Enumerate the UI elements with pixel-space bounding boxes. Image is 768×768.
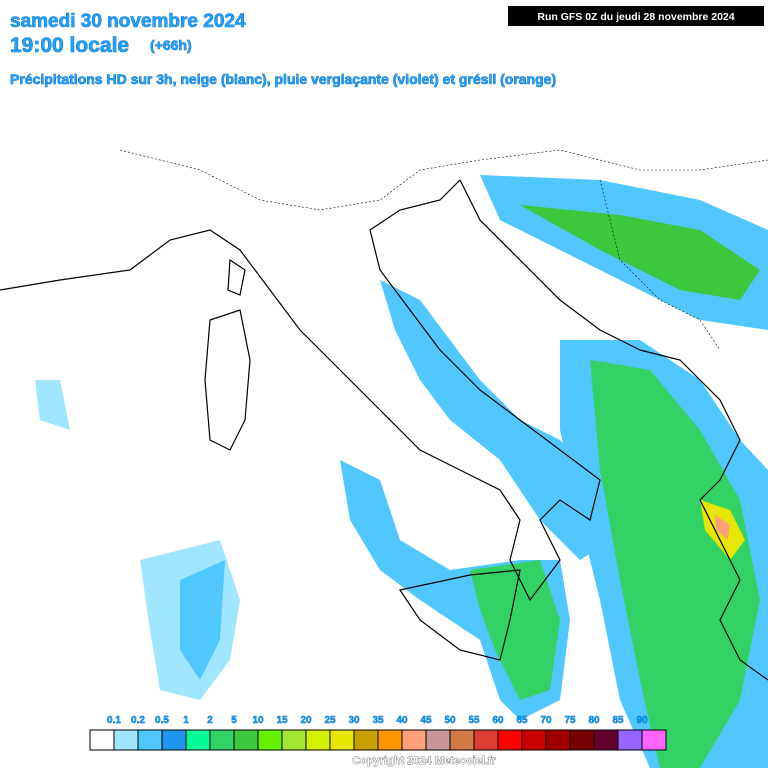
legend-label: 90 — [636, 715, 648, 726]
legend-label: 15 — [276, 715, 288, 726]
run-info: Run GFS 0Z du jeudi 28 novembre 2024 — [537, 11, 734, 23]
legend-label: 65 — [516, 715, 528, 726]
legend-label: 85 — [612, 715, 624, 726]
legend-swatch — [569, 729, 595, 751]
legend-swatch — [401, 729, 427, 751]
legend-swatch — [185, 729, 211, 751]
legend-swatch — [377, 729, 403, 751]
legend-label: 2 — [207, 715, 213, 726]
legend-label: 80 — [588, 715, 600, 726]
legend-swatch — [257, 729, 283, 751]
legend-swatch — [89, 729, 115, 751]
legend-swatch — [353, 729, 379, 751]
legend-label: 5 — [231, 715, 237, 726]
legend-swatch — [641, 729, 667, 751]
legend-label: 60 — [492, 715, 504, 726]
legend-swatch — [617, 729, 643, 751]
legend-label: 70 — [540, 715, 552, 726]
legend-label: 10 — [252, 715, 264, 726]
legend-swatch — [473, 729, 499, 751]
legend-swatch — [113, 729, 139, 751]
legend-label: 40 — [396, 715, 408, 726]
legend-label: 20 — [300, 715, 312, 726]
legend-label: 1 — [183, 715, 189, 726]
legend-swatch — [521, 729, 547, 751]
legend-swatch — [161, 729, 187, 751]
legend-label: 25 — [324, 715, 336, 726]
legend-label: 45 — [420, 715, 432, 726]
legend-label: 50 — [444, 715, 456, 726]
legend-swatch — [137, 729, 163, 751]
run-box — [508, 6, 764, 26]
legend-label: 0.2 — [131, 715, 145, 726]
subtitle: Précipitations HD sur 3h, neige (blanc),… — [10, 71, 556, 87]
legend-swatch — [209, 729, 235, 751]
legend-swatch — [305, 729, 331, 751]
legend-swatch — [497, 729, 523, 751]
legend-label: 0.1 — [107, 715, 121, 726]
legend-label: 75 — [564, 715, 576, 726]
copyright: Copyright 2024 Meteociel.fr — [352, 755, 496, 767]
coastlines — [0, 149, 768, 681]
lead-time: (+66h) — [150, 37, 192, 53]
legend-label: 0.5 — [155, 715, 169, 726]
legend-swatch — [329, 729, 355, 751]
date: samedi 30 novembre 2024 — [10, 11, 246, 32]
precipitation — [35, 175, 768, 768]
legend-swatch — [593, 729, 619, 751]
legend-swatch — [449, 729, 475, 751]
legend-swatch — [233, 729, 259, 751]
legend-swatch — [425, 729, 451, 751]
legend: 0.1 0.2 0.5 1 2 5 10 15 20 25 30 35 40 45 50 55 60 65 70 75… — [89, 715, 667, 751]
legend-swatch — [545, 729, 571, 751]
legend-label: 55 — [468, 715, 480, 726]
legend-label: 30 — [348, 715, 360, 726]
time: 19:00 locale — [10, 34, 129, 57]
legend-label: 35 — [372, 715, 384, 726]
legend-swatch — [281, 729, 307, 751]
